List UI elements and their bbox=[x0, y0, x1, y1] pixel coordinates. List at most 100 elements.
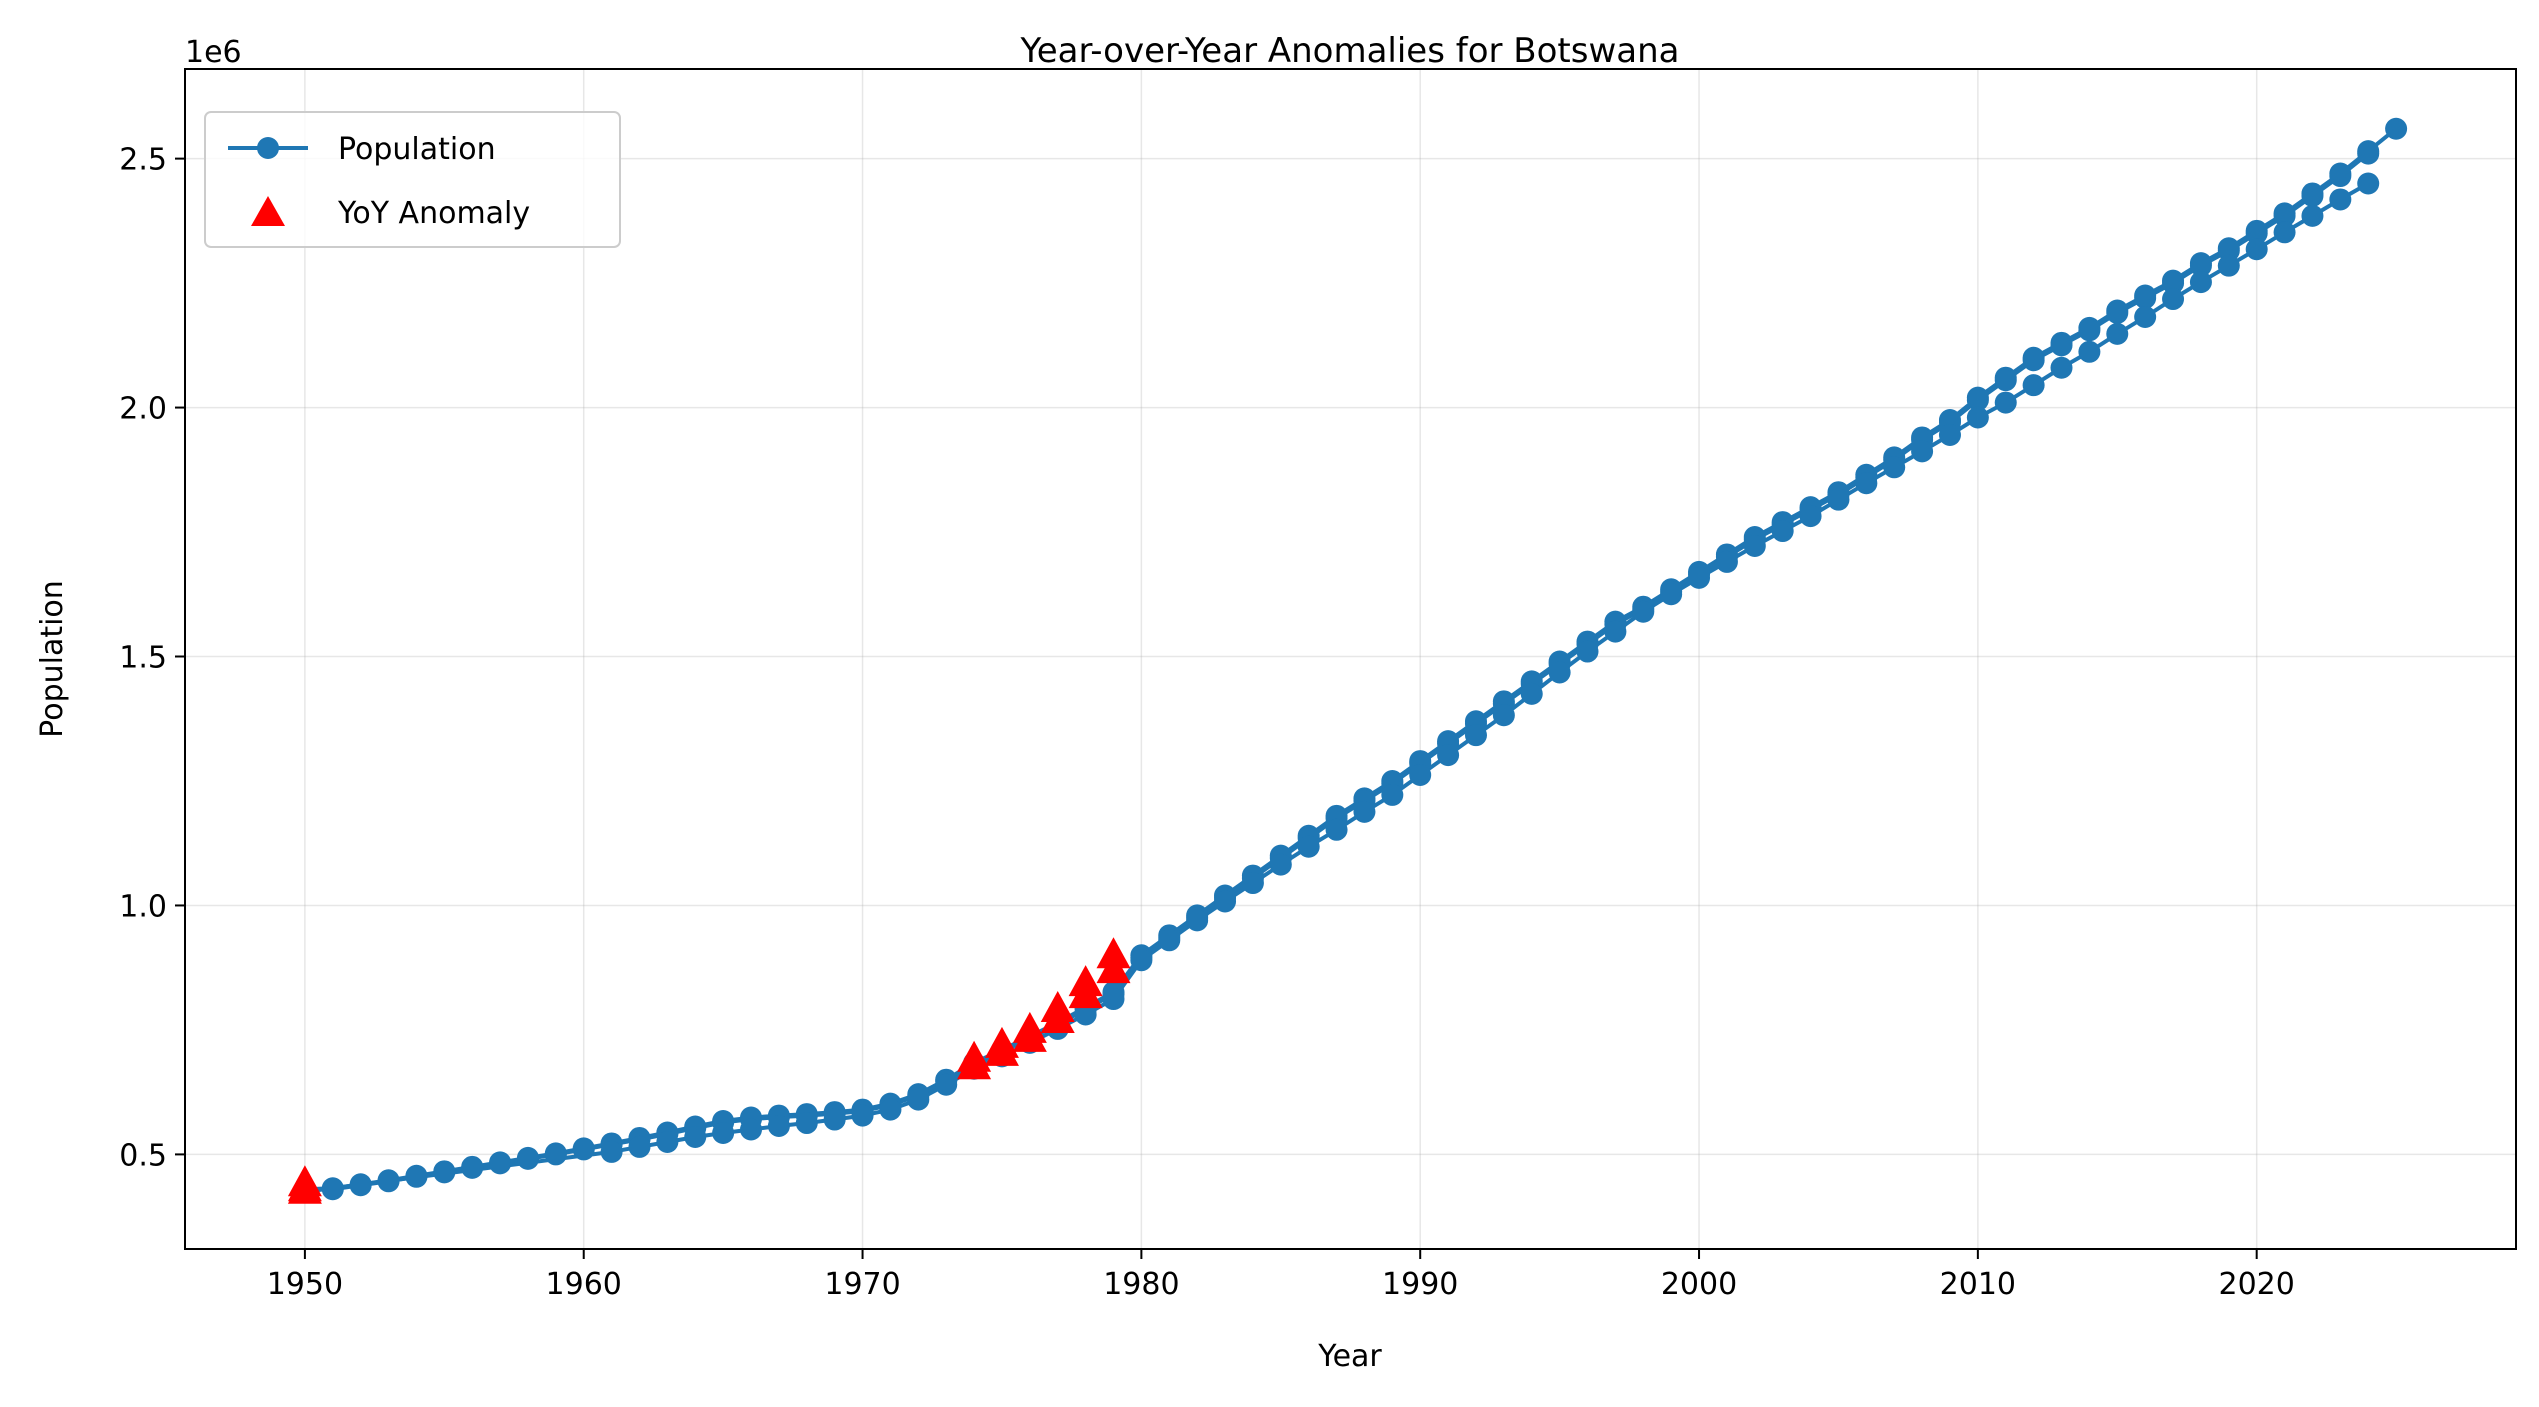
population-point bbox=[2189, 254, 2212, 277]
population-point bbox=[321, 1178, 344, 1201]
population-point bbox=[1994, 391, 2017, 414]
population-point bbox=[2134, 287, 2157, 310]
chart-title: Year-over-Year Anomalies for Botswana bbox=[1019, 31, 1679, 71]
y-tick-label: 2.5 bbox=[119, 143, 167, 178]
legend-population-marker bbox=[257, 137, 279, 159]
x-tick-label: 1960 bbox=[546, 1267, 622, 1302]
y-tick-label: 2.0 bbox=[119, 392, 167, 427]
axis-ticks: 1950 1960 1970 1980 1990 2000 2010 2020 0.5 1.0 1.… bbox=[119, 143, 2295, 1302]
population-point bbox=[1799, 505, 1822, 528]
population-point bbox=[2357, 172, 2380, 195]
population-point bbox=[851, 1104, 874, 1127]
population-point bbox=[1994, 369, 2017, 392]
x-tick-label: 1970 bbox=[824, 1267, 900, 1302]
x-tick-label: 2000 bbox=[1661, 1267, 1737, 1302]
population-point bbox=[1437, 744, 1460, 767]
legend-anomaly-label: YoY Anomaly bbox=[337, 196, 530, 231]
x-tick-label: 2020 bbox=[2219, 1267, 2295, 1302]
population-point bbox=[2050, 334, 2073, 357]
population-point bbox=[935, 1073, 958, 1096]
y-offset-label: 1e6 bbox=[185, 35, 242, 70]
population-point bbox=[1743, 534, 1766, 557]
population-point bbox=[1297, 835, 1320, 858]
population-point bbox=[1911, 440, 1934, 463]
population-point bbox=[1855, 472, 1878, 495]
x-tick-label: 1990 bbox=[1382, 1267, 1458, 1302]
population-point bbox=[1158, 929, 1181, 952]
population-point bbox=[461, 1156, 484, 1179]
population-point bbox=[795, 1112, 818, 1135]
anomaly-point bbox=[1068, 977, 1103, 1009]
legend: Population YoY Anomaly bbox=[204, 111, 621, 248]
population-point bbox=[1214, 890, 1237, 913]
population-point bbox=[1520, 682, 1543, 705]
population-point bbox=[1966, 389, 1989, 412]
population-point bbox=[2329, 165, 2352, 188]
population-point bbox=[1186, 909, 1209, 932]
population-point bbox=[433, 1161, 456, 1184]
y-tick-label: 1.0 bbox=[119, 889, 167, 924]
grid bbox=[185, 69, 2516, 1249]
population-point bbox=[2106, 301, 2129, 324]
population-point bbox=[2022, 349, 2045, 372]
population-point bbox=[377, 1170, 400, 1193]
y-tick-label: 0.5 bbox=[119, 1138, 167, 1173]
anomaly-point bbox=[984, 1034, 1019, 1066]
population-point bbox=[767, 1115, 790, 1138]
population-point bbox=[1130, 949, 1153, 972]
population-point bbox=[656, 1130, 679, 1153]
population-point bbox=[2357, 142, 2380, 165]
population-point bbox=[544, 1143, 567, 1166]
population-point bbox=[1269, 853, 1292, 876]
population-point bbox=[1715, 550, 1738, 573]
population-point bbox=[684, 1125, 707, 1148]
population-point bbox=[1325, 818, 1348, 841]
population-point bbox=[1464, 724, 1487, 747]
anomaly-point bbox=[957, 1048, 992, 1080]
y-axis-label: Population bbox=[35, 580, 70, 738]
population-point bbox=[2301, 204, 2324, 227]
population-point bbox=[879, 1098, 902, 1121]
anomaly-point bbox=[1040, 1001, 1075, 1033]
population-point bbox=[1827, 488, 1850, 511]
population-point bbox=[2078, 340, 2101, 363]
population-point bbox=[1548, 661, 1571, 684]
population-point bbox=[740, 1118, 763, 1141]
legend-anomaly-marker bbox=[251, 196, 285, 226]
legend-population-label: Population bbox=[338, 132, 496, 167]
population-point bbox=[2189, 271, 2212, 294]
population-point bbox=[516, 1147, 539, 1170]
x-tick-label: 1950 bbox=[267, 1267, 343, 1302]
series-layer bbox=[287, 117, 2408, 1204]
population-point bbox=[1660, 583, 1683, 606]
population-point bbox=[349, 1174, 372, 1197]
population-point bbox=[2106, 322, 2129, 345]
population-point bbox=[405, 1165, 428, 1188]
population-point bbox=[489, 1152, 512, 1175]
population-point bbox=[2301, 184, 2324, 207]
population-point bbox=[1381, 783, 1404, 806]
population-point bbox=[1102, 988, 1125, 1011]
population-point bbox=[1492, 704, 1515, 727]
population-point bbox=[1074, 1003, 1097, 1026]
population-point bbox=[600, 1140, 623, 1163]
x-tick-label: 1980 bbox=[1103, 1267, 1179, 1302]
anomaly-point bbox=[287, 1172, 322, 1204]
population-point bbox=[2078, 319, 2101, 342]
population-point bbox=[1241, 872, 1264, 895]
population-point bbox=[2162, 288, 2185, 311]
y-tick-label: 1.5 bbox=[119, 641, 167, 676]
anomaly-point bbox=[1012, 1020, 1047, 1052]
anomaly-point bbox=[1096, 952, 1131, 984]
population-point bbox=[2273, 221, 2296, 244]
population-point bbox=[1883, 456, 1906, 479]
population-point bbox=[2245, 222, 2268, 245]
x-tick-label: 2010 bbox=[1940, 1267, 2016, 1302]
population-point bbox=[2217, 254, 2240, 277]
population-point bbox=[1576, 640, 1599, 663]
population-point bbox=[823, 1108, 846, 1131]
population-point bbox=[1771, 520, 1794, 543]
population-point bbox=[712, 1121, 735, 1144]
population-point bbox=[1632, 600, 1655, 623]
